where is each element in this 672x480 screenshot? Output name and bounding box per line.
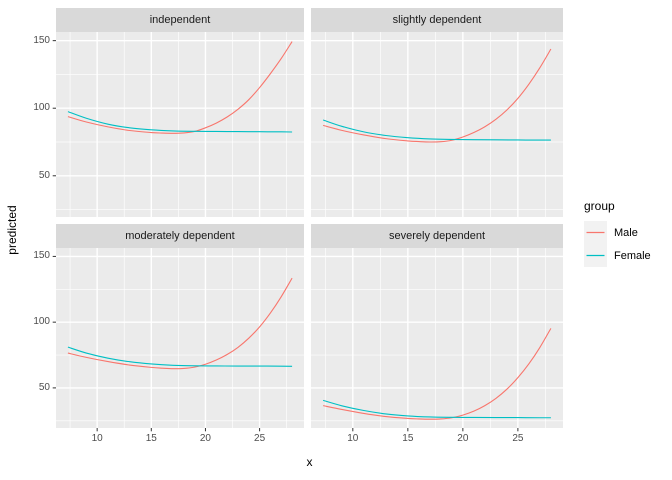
- y-tick-label: 50: [38, 381, 50, 393]
- x-tick-label: 25: [512, 433, 524, 444]
- legend-entry-male: Male: [584, 221, 651, 244]
- y-tick-label: 50: [38, 169, 50, 181]
- facet-strip-label: moderately dependent: [125, 229, 235, 242]
- facet-strip-independent: independent: [56, 8, 304, 32]
- legend-label-male: Male: [614, 226, 638, 239]
- legend-key-male-line-icon: [584, 221, 607, 244]
- line-male: [322, 328, 552, 420]
- facet-panel-severely-dependent: [311, 248, 563, 428]
- facet-panel-slightly-dependent: [311, 32, 563, 217]
- x-tick-label: 15: [402, 433, 414, 444]
- facet-strip-slightly-dependent: slightly dependent: [311, 8, 563, 32]
- facet-strip-label: slightly dependent: [392, 13, 482, 26]
- facet-panel-moderately-dependent: [56, 248, 304, 428]
- line-female: [322, 119, 551, 141]
- facet-strip-label: severely dependent: [388, 229, 485, 242]
- x-tick-label: 15: [145, 433, 157, 444]
- legend-title: group: [584, 199, 615, 213]
- legend-label-female: Female: [614, 249, 651, 262]
- facet-strip-label: independent: [149, 13, 211, 26]
- legend-key-female-line-icon: [584, 244, 607, 267]
- x-tick-label: 10: [91, 433, 103, 444]
- y-tick-label: 150: [33, 34, 50, 46]
- y-tick-label: 100: [33, 316, 50, 328]
- y-tick-label: 150: [33, 250, 50, 262]
- line-male: [67, 41, 293, 134]
- legend: group Male Female: [584, 199, 651, 267]
- facet-strip-moderately-dependent: moderately dependent: [56, 224, 304, 248]
- x-tick-label: 20: [457, 433, 469, 444]
- x-tick-label: 10: [347, 433, 359, 444]
- x-tick-label: 25: [254, 433, 266, 444]
- line-female: [67, 111, 293, 133]
- line-female: [322, 399, 551, 419]
- x-axis-title: x: [306, 455, 313, 469]
- line-male: [322, 48, 552, 143]
- y-tick-label: 100: [33, 102, 50, 114]
- x-tick-label: 20: [199, 433, 211, 444]
- y-axis-title: predicted: [5, 205, 19, 255]
- legend-entry-female: Female: [584, 244, 651, 267]
- facet-panel-independent: [56, 32, 304, 217]
- line-female: [67, 346, 293, 367]
- facet-strip-severely-dependent: severely dependent: [311, 224, 563, 248]
